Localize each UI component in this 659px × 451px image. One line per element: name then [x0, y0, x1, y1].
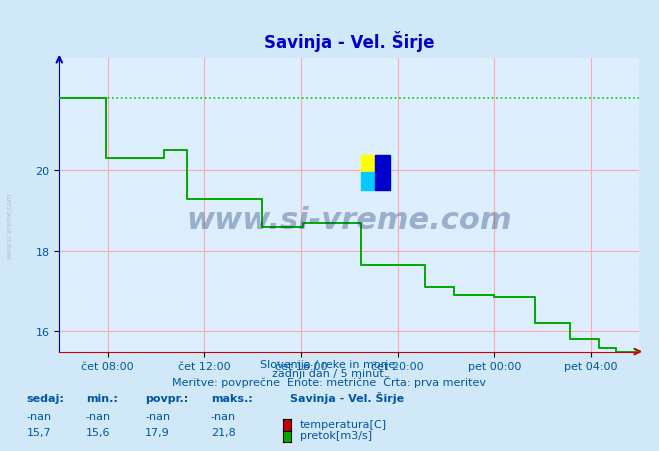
Text: sedaj:: sedaj: — [26, 393, 64, 403]
Text: Slovenija / reke in morje.: Slovenija / reke in morje. — [260, 359, 399, 369]
Bar — [361, 155, 376, 173]
Text: min.:: min.: — [86, 393, 117, 403]
Text: 15,6: 15,6 — [86, 427, 110, 437]
Text: 15,7: 15,7 — [26, 427, 51, 437]
Text: www.si-vreme.com: www.si-vreme.com — [186, 205, 512, 235]
Text: maks.:: maks.: — [211, 393, 252, 403]
Text: povpr.:: povpr.: — [145, 393, 188, 403]
Bar — [376, 155, 390, 190]
Text: -nan: -nan — [26, 411, 51, 421]
Title: Savinja - Vel. Širje: Savinja - Vel. Širje — [264, 31, 434, 51]
Text: 21,8: 21,8 — [211, 427, 236, 437]
Text: Meritve: povprečne  Enote: metrične  Črta: prva meritev: Meritve: povprečne Enote: metrične Črta:… — [173, 376, 486, 387]
Bar — [361, 173, 376, 190]
Text: www.si-vreme.com: www.si-vreme.com — [7, 193, 13, 258]
Text: 17,9: 17,9 — [145, 427, 170, 437]
Text: -nan: -nan — [86, 411, 111, 421]
Text: zadnji dan / 5 minut.: zadnji dan / 5 minut. — [272, 368, 387, 378]
Text: Savinja - Vel. Širje: Savinja - Vel. Širje — [290, 391, 404, 403]
Text: -nan: -nan — [211, 411, 236, 421]
Text: -nan: -nan — [145, 411, 170, 421]
Text: temperatura[C]: temperatura[C] — [300, 419, 387, 429]
Text: pretok[m3/s]: pretok[m3/s] — [300, 430, 372, 440]
